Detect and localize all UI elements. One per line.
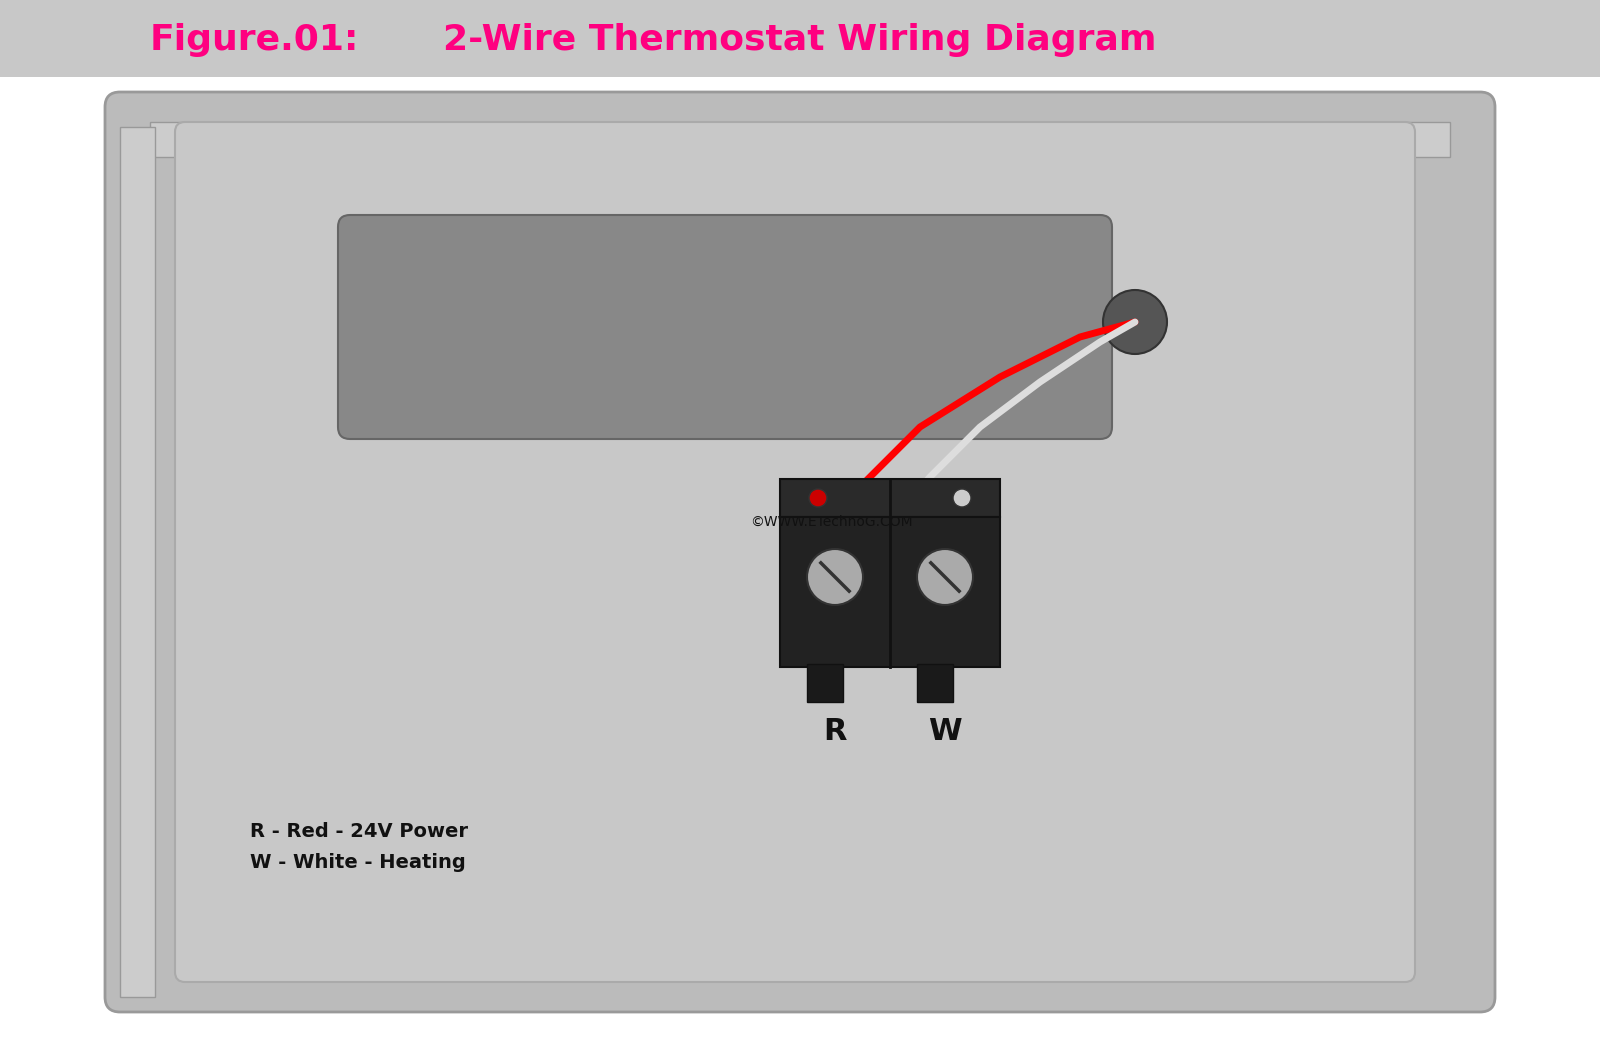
Circle shape xyxy=(810,489,827,507)
FancyBboxPatch shape xyxy=(781,478,1000,517)
FancyBboxPatch shape xyxy=(917,664,954,701)
FancyBboxPatch shape xyxy=(0,0,1600,77)
Circle shape xyxy=(1102,290,1166,354)
FancyBboxPatch shape xyxy=(781,517,1000,667)
Text: ©WWW.ETechnoG.COM: ©WWW.ETechnoG.COM xyxy=(750,515,912,529)
FancyBboxPatch shape xyxy=(150,122,1450,157)
FancyBboxPatch shape xyxy=(120,127,155,997)
Circle shape xyxy=(917,549,973,605)
Text: 2-Wire Thermostat Wiring Diagram: 2-Wire Thermostat Wiring Diagram xyxy=(443,23,1157,57)
Circle shape xyxy=(954,489,971,507)
Text: R - Red - 24V Power
W - White - Heating: R - Red - 24V Power W - White - Heating xyxy=(250,822,467,872)
Text: R: R xyxy=(824,717,846,747)
Text: Figure.01:: Figure.01: xyxy=(150,23,360,57)
FancyBboxPatch shape xyxy=(338,215,1112,439)
FancyBboxPatch shape xyxy=(806,664,843,701)
Text: W: W xyxy=(928,717,962,747)
Circle shape xyxy=(806,549,862,605)
FancyBboxPatch shape xyxy=(174,122,1414,982)
FancyBboxPatch shape xyxy=(106,92,1494,1012)
